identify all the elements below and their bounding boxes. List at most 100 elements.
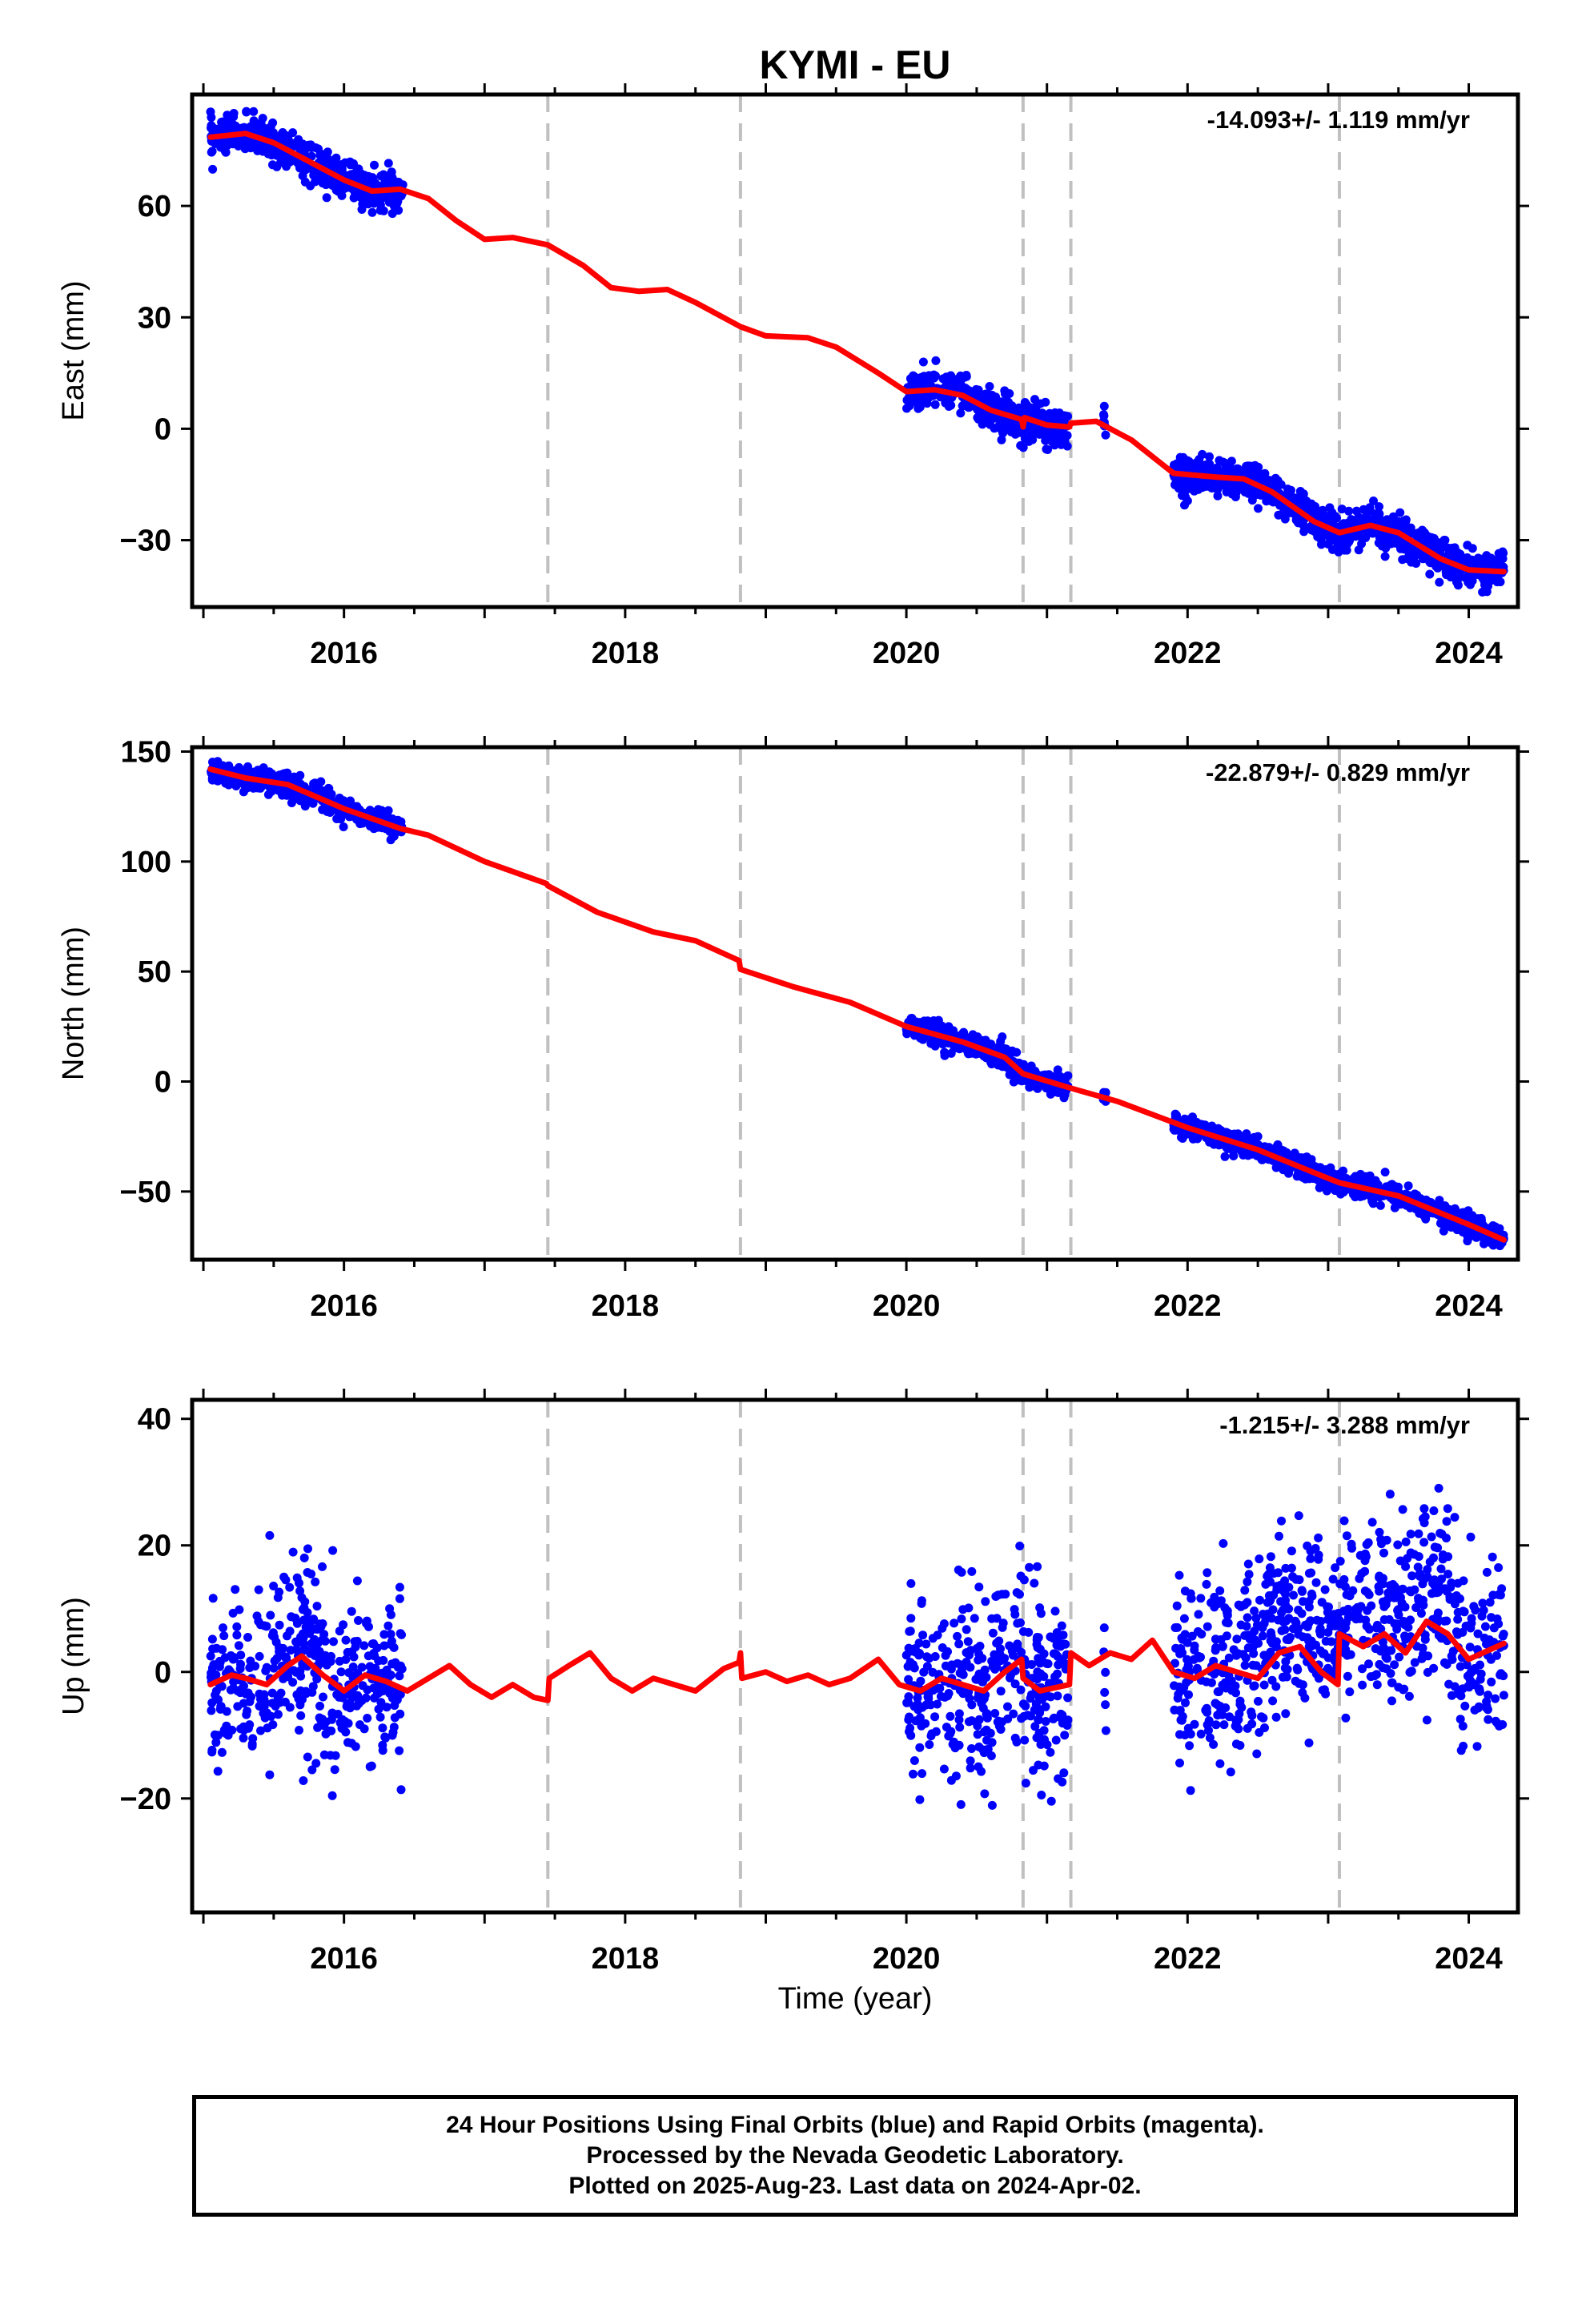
data-point [243,1688,253,1698]
data-point [256,1726,265,1735]
x-tick-label: 2024 [1435,637,1503,670]
data-point [1002,390,1011,400]
data-point [1053,1651,1062,1661]
data-point [1259,1680,1269,1690]
data-point [336,1667,346,1677]
data-point [1251,1614,1261,1623]
data-point [345,1703,355,1713]
data-point [1225,1129,1235,1139]
data-point [243,1633,252,1642]
data-point [259,763,268,773]
data-point [354,1699,363,1708]
data-point [921,1639,931,1649]
data-point [1298,1688,1307,1698]
data-point [1203,1568,1212,1578]
data-point [1375,1200,1385,1210]
data-point [378,1668,387,1678]
data-point [1192,464,1202,473]
data-point [1364,1659,1373,1669]
data-point [1009,1709,1018,1719]
data-point [286,1646,295,1655]
data-point [313,1651,323,1661]
data-point [251,1662,260,1671]
data-point [383,159,393,168]
data-point [357,205,367,214]
data-point [319,155,329,164]
data-point [267,1688,277,1698]
data-point [994,1636,1004,1646]
data-point [232,1630,242,1640]
data-point [320,1651,330,1660]
data-point [1202,1579,1211,1589]
data-point [247,1741,257,1751]
data-point [353,1691,363,1700]
data-point [1021,1779,1030,1788]
data-point [1496,1241,1504,1251]
data-point [327,1709,337,1719]
data-point [246,122,255,131]
data-point [207,121,216,131]
data-point [226,1685,235,1695]
x-tick-label: 2022 [1154,1289,1222,1323]
data-point [1101,1726,1110,1735]
data-point [910,372,920,382]
data-point [1473,1629,1483,1638]
data-point [296,1671,306,1681]
data-point [243,762,252,771]
data-point [1337,505,1347,514]
data-point [956,408,966,418]
east-fit-line [207,131,1507,575]
data-point [1042,1691,1051,1701]
data-point [1470,1705,1480,1715]
data-point [1254,1638,1263,1648]
data-point [949,1026,958,1035]
data-point [1039,1761,1049,1771]
data-point [318,1562,327,1571]
data-point [1032,401,1042,411]
data-point [946,1729,955,1739]
data-point [956,1799,966,1809]
data-point [1359,1191,1368,1200]
data-point [1015,1590,1024,1599]
data-point [949,1737,958,1747]
data-point [1299,1172,1308,1182]
data-point [996,1725,1006,1734]
data-point [285,1582,295,1592]
data-point [1425,569,1435,579]
data-point [312,1625,322,1634]
data-point [1030,1705,1039,1715]
data-point [982,1709,992,1719]
data-point [904,1643,913,1653]
data-point [1175,1730,1184,1739]
data-point [288,128,298,138]
data-point [958,1605,968,1614]
data-point [387,209,397,219]
data-point [310,1642,319,1651]
data-point [953,1659,962,1668]
data-point [226,777,235,786]
data-point [386,835,396,845]
data-point [969,387,978,396]
data-point [1478,587,1488,597]
data-point [1003,1702,1012,1711]
data-point [221,147,231,157]
x-tick-label: 2016 [310,1289,378,1323]
data-point [1395,508,1405,517]
data-point [254,1585,263,1594]
data-point [338,1693,347,1703]
data-point [1499,1630,1508,1638]
data-point [907,380,917,389]
data-point [330,1765,339,1775]
data-point [385,1604,395,1614]
y-tick-label: 60 [138,190,171,223]
data-point [1059,1768,1069,1778]
data-point [272,1654,282,1663]
data-point [217,1747,227,1757]
east-y-axis-label: East (mm) [57,280,90,420]
data-point [902,404,911,413]
data-point [318,1635,327,1645]
data-point [1491,1222,1500,1232]
data-point [367,1639,377,1649]
data-point [296,1711,306,1720]
